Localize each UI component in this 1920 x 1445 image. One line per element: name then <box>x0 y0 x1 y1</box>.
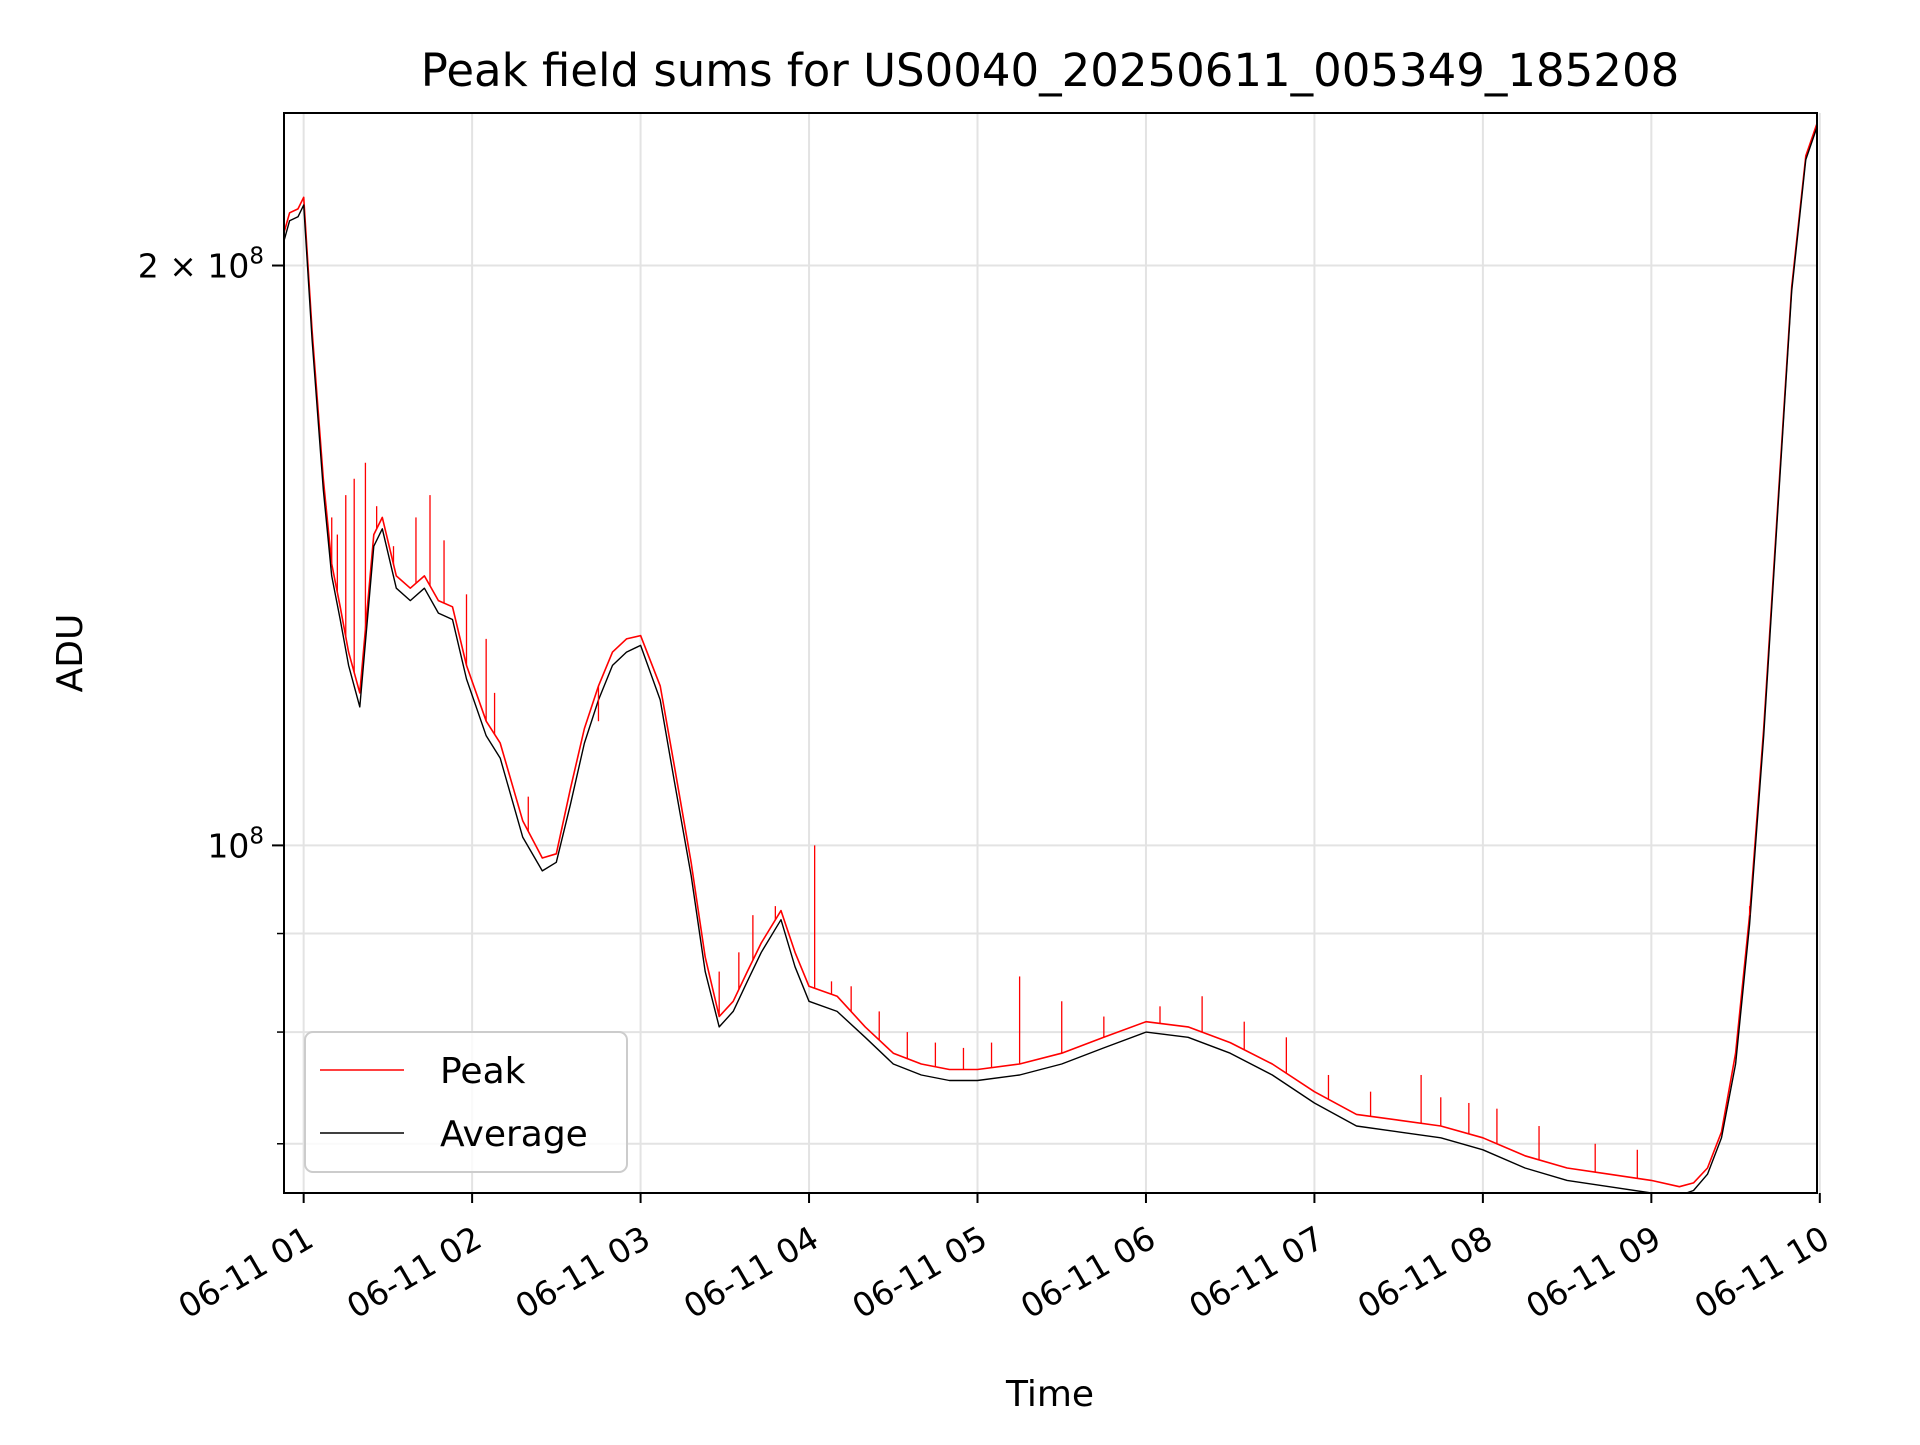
grid-lines <box>284 113 1821 1193</box>
legend-label-peak: Peak <box>440 1051 526 1092</box>
series-layer <box>284 123 1817 1193</box>
chart-title: Peak field sums for US0040_20250611_0053… <box>421 44 1679 97</box>
x-axis-label: Time <box>1005 1374 1094 1415</box>
y-tick-label: 2 × 108 <box>138 244 264 286</box>
y-tick-label: 108 <box>207 823 264 865</box>
series-line-average <box>284 126 1817 1193</box>
legend-box <box>304 1031 628 1173</box>
y-axis-label: ADU <box>50 614 91 693</box>
y-axis-ticks: 2 × 108 108 <box>138 244 284 1145</box>
legend-label-average: Average <box>440 1114 588 1155</box>
plot-frame <box>283 112 1818 1194</box>
legend: Peak Average <box>304 1031 628 1173</box>
series-line-peak <box>284 123 1817 1188</box>
